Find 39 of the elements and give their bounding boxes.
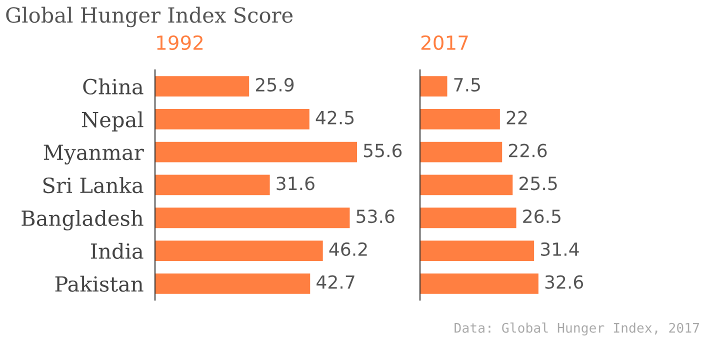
bar [155,240,323,261]
bar [420,76,448,97]
bar [420,174,513,196]
y-tick-label: Bangladesh [22,210,144,230]
bar [155,109,310,130]
data-label: 55.6 [364,144,402,158]
data-label: 31.4 [541,242,579,256]
data-label: 42.5 [316,110,354,124]
bar [155,142,357,162]
bar [155,174,270,196]
chart-subtitle: 2017 [421,35,468,50]
y-tick-label: Myanmar [44,144,144,165]
chart-title: Global Hunger Index Score [6,6,293,28]
y-tick-label: Sri Lanka [43,177,144,194]
data-label: 22.6 [508,144,547,158]
bar [155,273,310,294]
data-label: 25.9 [256,78,294,92]
data-label: 25.5 [520,176,557,190]
y-tick-label: Nepal [82,111,144,132]
bar [420,273,538,294]
bar [155,76,250,97]
data-label: 26.5 [523,209,560,224]
y-tick-label: China [83,78,144,95]
data-label: 7.5 [454,78,480,92]
y-tick-label: India [90,242,144,259]
y-tick-label: Pakistan [55,276,144,292]
chart-subtitle: 1992 [157,35,203,50]
text: Data: Global Hunger Index, 2017 [454,322,700,336]
bar [420,240,534,261]
bar [420,208,516,228]
bar [155,208,350,228]
data-label: 46.2 [329,242,367,256]
data-label: 32.6 [545,275,584,289]
data-label: 42.7 [316,275,354,289]
data-label: 53.6 [356,209,394,224]
data-label: 22 [506,110,527,124]
bar [420,109,500,130]
data-label: 31.6 [276,176,314,190]
bar [420,142,502,162]
